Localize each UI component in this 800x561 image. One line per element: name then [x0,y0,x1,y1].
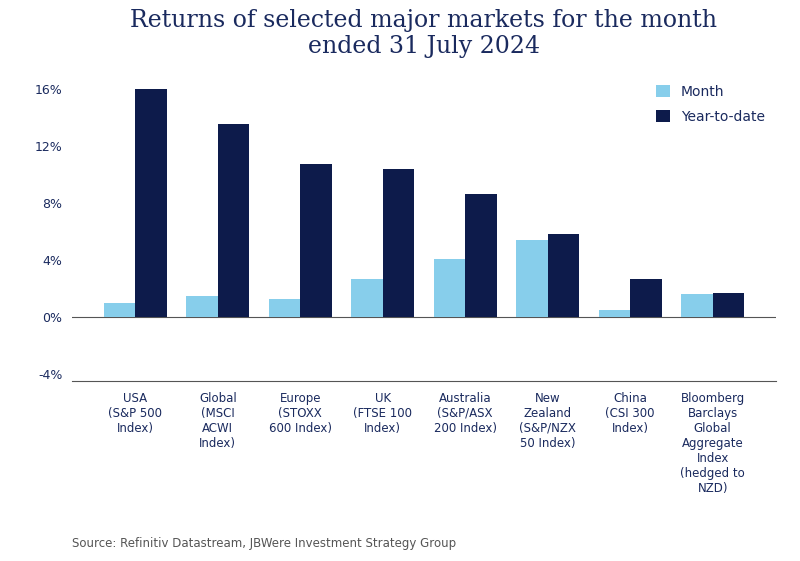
Bar [300,164,332,317]
Bar [186,296,218,317]
Bar [599,310,630,317]
Bar [135,89,166,317]
Bar [351,279,382,317]
Bar [516,240,548,317]
Bar [104,303,135,317]
Bar [682,295,713,317]
Bar [713,293,744,317]
Bar [382,169,414,317]
Bar [218,125,249,317]
Bar [548,234,579,317]
Bar [269,298,300,317]
Bar [434,259,466,317]
Bar [466,195,497,317]
Text: Source: Refinitiv Datastream, JBWere Investment Strategy Group: Source: Refinitiv Datastream, JBWere Inv… [72,537,456,550]
Title: Returns of selected major markets for the month
ended 31 July 2024: Returns of selected major markets for th… [130,9,718,58]
Bar [630,279,662,317]
Legend: Month, Year-to-date: Month, Year-to-date [652,81,769,128]
